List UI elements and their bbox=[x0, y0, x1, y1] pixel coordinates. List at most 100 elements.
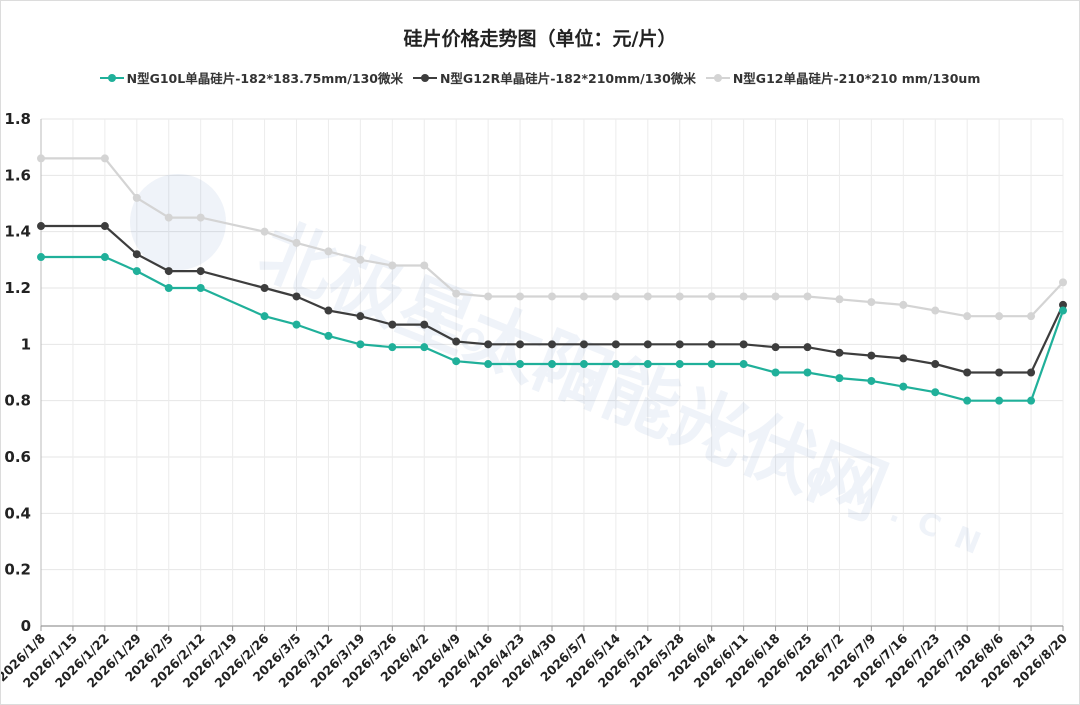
legend-item-g10l[interactable]: N型G10L单晶硅片-182*183.75mm/130微米 bbox=[99, 68, 403, 87]
data-point[interactable] bbox=[324, 331, 333, 340]
data-point[interactable] bbox=[1059, 300, 1067, 309]
data-point[interactable] bbox=[995, 312, 1004, 321]
data-point[interactable] bbox=[484, 360, 493, 369]
data-point[interactable] bbox=[100, 222, 109, 231]
data-point[interactable] bbox=[1027, 396, 1036, 405]
data-point[interactable] bbox=[324, 306, 333, 315]
data-point[interactable] bbox=[196, 267, 205, 276]
legend-item-g12r[interactable]: N型G12R单晶硅片-182*210mm/130微米 bbox=[412, 68, 696, 87]
data-point[interactable] bbox=[803, 343, 812, 352]
data-point[interactable] bbox=[516, 360, 525, 369]
data-point[interactable] bbox=[548, 360, 556, 369]
data-point[interactable] bbox=[164, 213, 173, 222]
data-point[interactable] bbox=[356, 255, 365, 264]
y-tick-label: 0 bbox=[21, 617, 31, 635]
data-point[interactable] bbox=[452, 289, 461, 298]
data-point[interactable] bbox=[803, 292, 812, 301]
data-point[interactable] bbox=[579, 292, 588, 301]
data-point[interactable] bbox=[835, 374, 844, 383]
data-point[interactable] bbox=[388, 261, 397, 270]
data-point[interactable] bbox=[132, 267, 141, 276]
data-point[interactable] bbox=[356, 340, 365, 349]
data-point[interactable] bbox=[579, 360, 588, 369]
data-point[interactable] bbox=[739, 340, 748, 349]
data-point[interactable] bbox=[548, 292, 556, 301]
data-point[interactable] bbox=[963, 396, 972, 405]
data-point[interactable] bbox=[1027, 368, 1036, 377]
legend-item-g12[interactable]: N型G12单晶硅片-210*210 mm/130um bbox=[705, 68, 980, 87]
data-point[interactable] bbox=[867, 376, 876, 385]
data-point[interactable] bbox=[643, 340, 652, 349]
data-point[interactable] bbox=[484, 340, 493, 349]
data-point[interactable] bbox=[37, 222, 45, 231]
data-point[interactable] bbox=[835, 295, 844, 304]
data-point[interactable] bbox=[1059, 278, 1067, 287]
data-point[interactable] bbox=[100, 253, 109, 262]
data-point[interactable] bbox=[643, 292, 652, 301]
data-point[interactable] bbox=[835, 348, 844, 357]
data-point[interactable] bbox=[739, 292, 748, 301]
data-point[interactable] bbox=[1027, 312, 1036, 321]
data-point[interactable] bbox=[899, 354, 908, 363]
data-point[interactable] bbox=[643, 360, 652, 369]
data-point[interactable] bbox=[260, 312, 269, 321]
data-point[interactable] bbox=[611, 292, 620, 301]
data-point[interactable] bbox=[37, 253, 45, 262]
data-point[interactable] bbox=[707, 292, 716, 301]
data-point[interactable] bbox=[675, 360, 684, 369]
data-point[interactable] bbox=[771, 343, 780, 352]
data-point[interactable] bbox=[675, 340, 684, 349]
data-point[interactable] bbox=[548, 340, 556, 349]
data-point[interactable] bbox=[771, 368, 780, 377]
data-point[interactable] bbox=[867, 351, 876, 360]
data-point[interactable] bbox=[611, 360, 620, 369]
data-point[interactable] bbox=[132, 250, 141, 259]
data-point[interactable] bbox=[931, 306, 940, 315]
data-point[interactable] bbox=[292, 292, 301, 301]
data-point[interactable] bbox=[452, 357, 461, 366]
data-point[interactable] bbox=[132, 193, 141, 202]
data-point[interactable] bbox=[579, 340, 588, 349]
data-point[interactable] bbox=[164, 267, 173, 276]
data-point[interactable] bbox=[100, 154, 109, 163]
data-point[interactable] bbox=[516, 292, 525, 301]
data-point[interactable] bbox=[995, 368, 1004, 377]
data-point[interactable] bbox=[1059, 306, 1067, 315]
data-point[interactable] bbox=[420, 261, 429, 270]
data-point[interactable] bbox=[707, 360, 716, 369]
data-point[interactable] bbox=[260, 284, 269, 292]
data-point[interactable] bbox=[420, 320, 429, 329]
data-point[interactable] bbox=[771, 292, 780, 301]
data-point[interactable] bbox=[452, 337, 461, 346]
data-point[interactable] bbox=[803, 368, 812, 377]
data-point[interactable] bbox=[995, 396, 1004, 405]
data-point[interactable] bbox=[484, 292, 493, 301]
data-point[interactable] bbox=[899, 382, 908, 391]
y-tick-label: 0.8 bbox=[4, 392, 31, 410]
data-point[interactable] bbox=[963, 368, 972, 377]
data-point[interactable] bbox=[420, 343, 429, 352]
grid bbox=[41, 118, 1064, 626]
data-point[interactable] bbox=[963, 312, 972, 321]
data-point[interactable] bbox=[516, 340, 525, 349]
data-point[interactable] bbox=[931, 360, 940, 369]
data-point[interactable] bbox=[675, 292, 684, 301]
data-point[interactable] bbox=[324, 247, 333, 256]
data-point[interactable] bbox=[931, 388, 940, 397]
data-point[interactable] bbox=[260, 227, 269, 236]
data-point[interactable] bbox=[292, 238, 301, 247]
data-point[interactable] bbox=[899, 300, 908, 309]
data-point[interactable] bbox=[707, 340, 716, 349]
data-point[interactable] bbox=[388, 320, 397, 329]
data-point[interactable] bbox=[867, 298, 876, 307]
data-point[interactable] bbox=[356, 312, 365, 321]
data-point[interactable] bbox=[196, 284, 205, 292]
series-layer bbox=[37, 154, 1067, 405]
data-point[interactable] bbox=[292, 320, 301, 329]
data-point[interactable] bbox=[739, 360, 748, 369]
data-point[interactable] bbox=[164, 284, 173, 292]
data-point[interactable] bbox=[611, 340, 620, 349]
data-point[interactable] bbox=[196, 213, 205, 222]
data-point[interactable] bbox=[37, 154, 45, 163]
data-point[interactable] bbox=[388, 343, 397, 352]
